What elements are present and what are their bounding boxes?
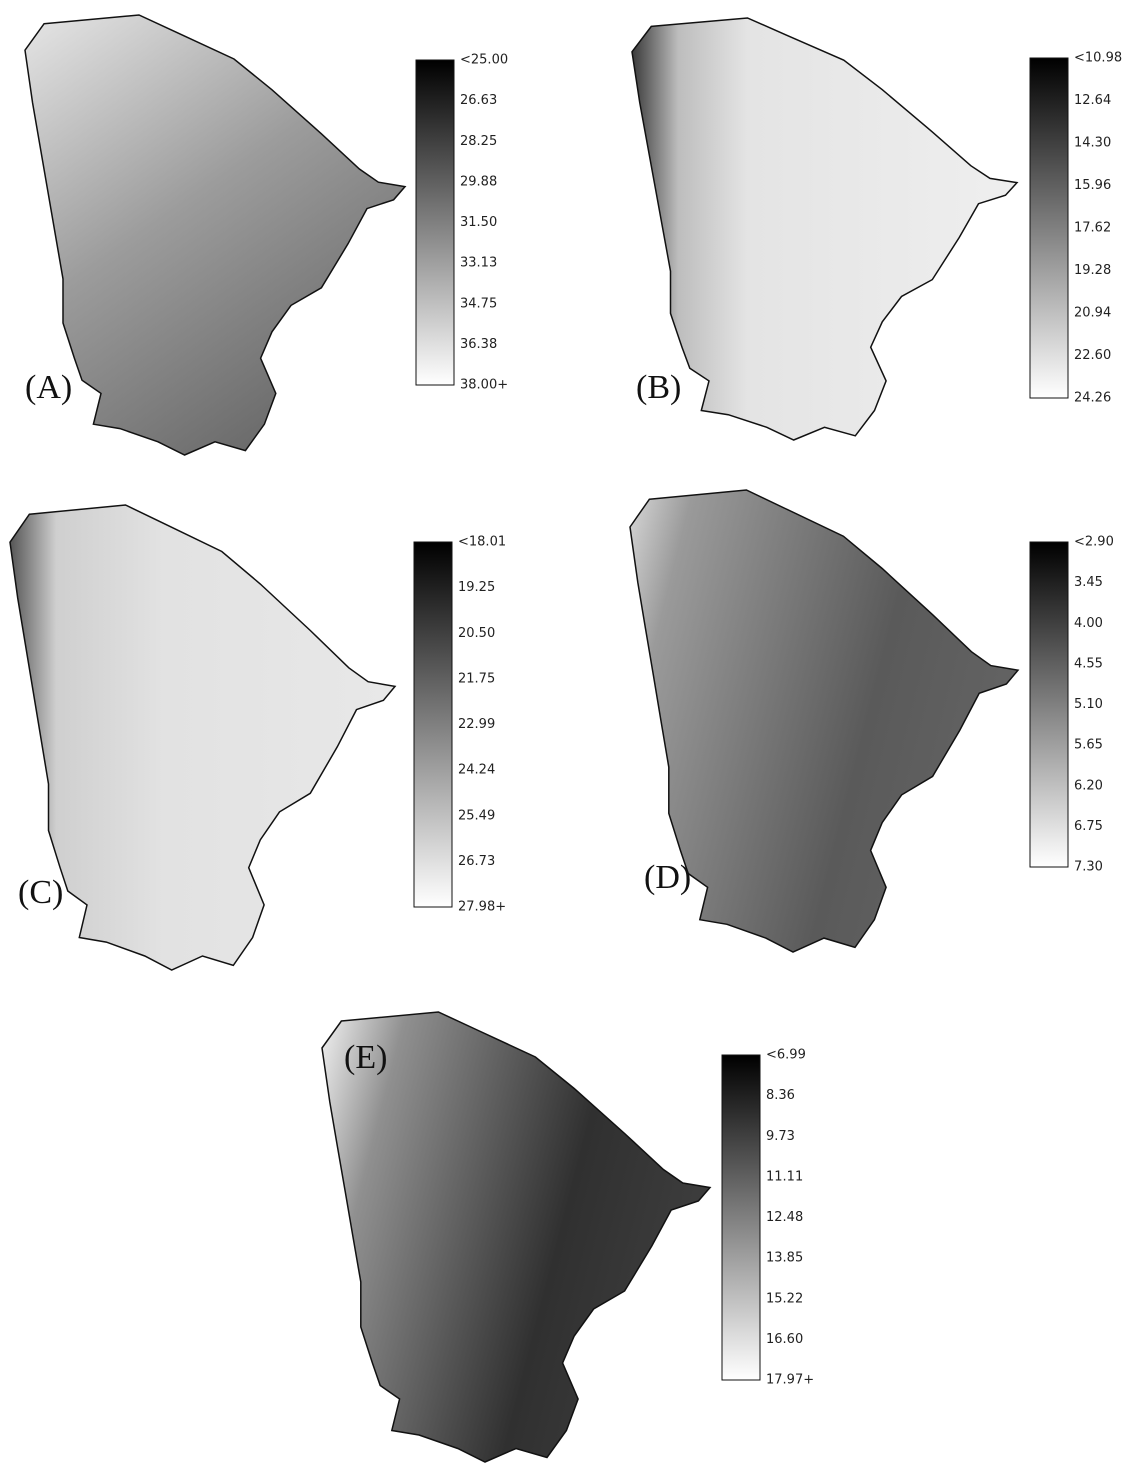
- legend-bar: [1030, 58, 1068, 398]
- legend-label: 17.97+: [766, 1373, 814, 1388]
- legend-label: 4.55: [1074, 656, 1103, 671]
- legend-label: 33.13: [460, 256, 497, 271]
- panel-label: (D): [644, 859, 691, 896]
- legend-label: <25.00: [460, 53, 508, 68]
- panel-label: (C): [18, 874, 63, 911]
- legend-bar: [1030, 542, 1068, 867]
- legend-label: 15.22: [766, 1291, 803, 1306]
- legend-label: 26.73: [458, 854, 495, 869]
- state-map: [322, 1012, 710, 1462]
- legend-label: 9.73: [766, 1129, 795, 1144]
- legend-label: 21.75: [458, 671, 495, 686]
- panel-label: (A): [25, 369, 72, 406]
- legend-label: 6.20: [1074, 778, 1103, 793]
- legend-label: 12.64: [1074, 93, 1111, 108]
- legend-label: 22.99: [458, 717, 495, 732]
- legend-label: 15.96: [1074, 178, 1111, 193]
- legend-label: 13.85: [766, 1251, 803, 1266]
- legend-label: 11.11: [766, 1169, 803, 1184]
- legend-label: 22.60: [1074, 348, 1111, 363]
- legend-label: 29.88: [460, 174, 497, 189]
- figure: <25.00 26.63 28.25 29.88 31.50 33.13 34.75 36.3…: [0, 0, 1129, 1468]
- legend-label: 34.75: [460, 296, 497, 311]
- state-map: [25, 15, 405, 455]
- legend-label: 20.50: [458, 626, 495, 641]
- legend-label: <2.90: [1074, 535, 1114, 550]
- legend-bar: [414, 542, 452, 907]
- legend-label: 7.30: [1074, 860, 1103, 875]
- legend-label: 5.10: [1074, 697, 1103, 712]
- legend-label: 31.50: [460, 215, 497, 230]
- legend-label: 24.26: [1074, 391, 1111, 406]
- legend-label: <18.01: [458, 535, 506, 550]
- state-map: [10, 505, 395, 970]
- legend-label: 25.49: [458, 808, 495, 823]
- legend-label: 4.00: [1074, 616, 1103, 631]
- legend-label: 38.00+: [460, 378, 508, 393]
- legend-label: <6.99: [766, 1048, 806, 1063]
- legend-label: 24.24: [458, 763, 495, 778]
- panel-label: (B): [636, 369, 681, 406]
- legend-label: 14.30: [1074, 136, 1111, 151]
- legend-label: 5.65: [1074, 738, 1103, 753]
- panel-label: (E): [344, 1039, 387, 1076]
- legend-bar: [722, 1055, 760, 1380]
- legend-label: 3.45: [1074, 575, 1103, 590]
- legend-bar: [416, 60, 454, 385]
- legend-label: 26.63: [460, 93, 497, 108]
- legend-label: 17.62: [1074, 221, 1111, 236]
- legend-label: 16.60: [766, 1332, 803, 1347]
- state-map: [632, 18, 1017, 440]
- legend-label: 27.98+: [458, 900, 506, 915]
- legend-label: 20.94: [1074, 306, 1111, 321]
- legend-label: 19.25: [458, 580, 495, 595]
- legend-label: 19.28: [1074, 263, 1111, 278]
- legend-label: 8.36: [766, 1088, 795, 1103]
- legend-label: <10.98: [1074, 51, 1122, 66]
- legend-label: 12.48: [766, 1210, 803, 1225]
- legend-label: 36.38: [460, 337, 497, 352]
- legend-label: 28.25: [460, 134, 497, 149]
- legend-label: 6.75: [1074, 819, 1103, 834]
